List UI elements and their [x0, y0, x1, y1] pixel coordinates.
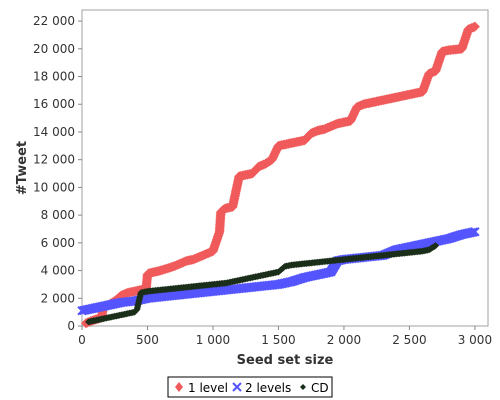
x-tick-label: 2 500	[392, 333, 426, 347]
legend: 1 level 2 levels CD	[167, 376, 333, 398]
y-tick-label: 6 000	[41, 236, 75, 250]
x-tick-label: 500	[136, 333, 159, 347]
y-tick-label: 14 000	[33, 125, 75, 139]
legend-label-1-level: 1 level	[188, 381, 228, 395]
legend-marker-2-levels	[232, 382, 242, 392]
x-tick-label: 3 000	[458, 333, 492, 347]
y-tick-label: 0	[67, 319, 75, 333]
x-tick-label: 1 000	[196, 333, 230, 347]
y-tick-label: 18 000	[33, 70, 75, 84]
x-tick-label: 2 000	[327, 333, 361, 347]
legend-marker-1-level	[175, 382, 183, 392]
y-tick-label: 4 000	[41, 264, 75, 278]
legend-label-2-levels: 2 levels	[245, 381, 291, 395]
data-point	[470, 227, 480, 237]
x-tick-label: 0	[78, 333, 86, 347]
y-tick-label: 8 000	[41, 208, 75, 222]
y-tick-label: 22 000	[33, 14, 75, 28]
x-axis-title: Seed set size	[237, 353, 334, 368]
y-tick-label: 10 000	[33, 180, 75, 194]
y-tick-label: 2 000	[41, 291, 75, 305]
y-tick-label: 16 000	[33, 97, 75, 111]
series-1-level	[80, 21, 480, 329]
x-axis: 0 500 1 000 1 500 2 000 2 500 3 000	[78, 326, 492, 347]
x-tick-label: 1 500	[261, 333, 295, 347]
legend-marker-cd	[300, 384, 306, 390]
data-point	[469, 21, 480, 32]
series-cd	[85, 242, 440, 326]
legend-label-cd: CD	[311, 381, 329, 395]
y-axis: 0 2 000 4 000 6 000 8 000 10 000 12 000 14 000 1…	[33, 14, 82, 333]
data-point	[432, 242, 440, 250]
y-tick-label: 20 000	[33, 42, 75, 56]
y-tick-label: 12 000	[33, 153, 75, 167]
series-layer	[77, 21, 480, 329]
y-axis-title: #Tweet	[15, 141, 30, 195]
legend-box	[167, 376, 333, 398]
